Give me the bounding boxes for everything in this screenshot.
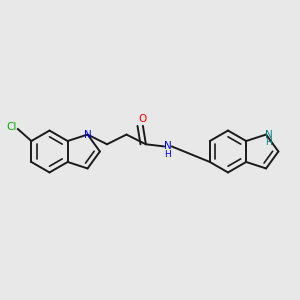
Text: H: H bbox=[265, 138, 272, 147]
Text: N: N bbox=[84, 130, 92, 140]
Text: H: H bbox=[164, 150, 171, 159]
Text: N: N bbox=[164, 141, 172, 152]
Text: Cl: Cl bbox=[6, 122, 16, 132]
Text: N: N bbox=[265, 130, 272, 140]
Text: O: O bbox=[139, 114, 147, 124]
